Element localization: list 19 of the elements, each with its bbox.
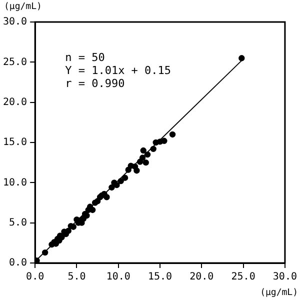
x-tick-label: 20.0 — [190, 272, 214, 283]
y-axis-title: (μg/mL) — [4, 2, 42, 12]
x-tick-label: 30.0 — [272, 272, 298, 283]
x-tick-label: 0.0 — [26, 272, 44, 283]
x-tick-label: 15.0 — [148, 272, 172, 283]
annotation: n = 50 — [65, 50, 105, 64]
y-tick-label: 5.0 — [9, 217, 28, 228]
y-tick-label: 0.0 — [9, 258, 28, 269]
x-axis-title: (μg/mL) — [260, 288, 298, 298]
annotation: r = 0.990 — [65, 76, 125, 90]
y-tick-label: 25.0 — [2, 56, 28, 68]
x-tick-label: 5.0 — [68, 272, 86, 283]
y-tick-label: 30.0 — [2, 16, 28, 28]
annotation: Y = 1.01x + 0.15 — [65, 64, 172, 77]
y-tick-label: 15.0 — [2, 137, 28, 148]
y-tick-label: 20.0 — [2, 96, 28, 108]
y-tick-label: 10.0 — [2, 177, 28, 188]
x-tick-label: 10.0 — [106, 272, 130, 283]
x-tick-label: 25.0 — [231, 272, 256, 283]
